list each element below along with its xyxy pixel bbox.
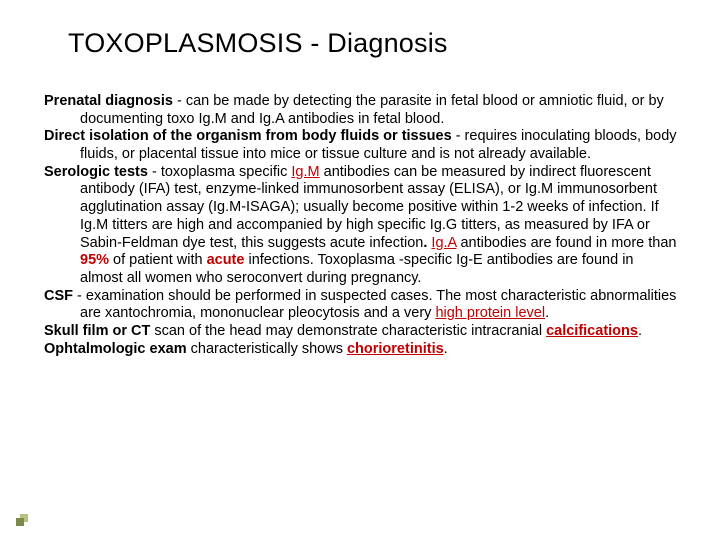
text-skull-dot: . <box>638 323 642 339</box>
slide-body: Prenatal diagnosis - can be made by dete… <box>44 93 680 358</box>
lead-ophtalmologic: Ophtalmologic exam <box>44 341 187 357</box>
footer-bullet-icon <box>16 514 28 526</box>
text-95pct: 95% <box>80 252 109 268</box>
text-calcifications: calcifications <box>546 323 638 339</box>
text-sero-1: - toxoplasma specific <box>148 164 291 180</box>
text-skull-1: scan of the head may demonstrate charact… <box>150 323 546 339</box>
item-prenatal: Prenatal diagnosis - can be made by dete… <box>44 93 680 128</box>
text-sero-3: antibodies are found in more than <box>456 235 676 251</box>
lead-skull: Skull film or CT <box>44 323 150 339</box>
slide-title: TOXOPLASMOSIS - Diagnosis <box>68 28 680 59</box>
lead-csf: CSF <box>44 288 73 304</box>
item-skull: Skull film or CT scan of the head may de… <box>44 323 680 341</box>
text-high-protein: high protein level <box>435 305 545 321</box>
slide: TOXOPLASMOSIS - Diagnosis Prenatal diagn… <box>0 0 720 540</box>
lead-isolation: Direct isolation of the organism from bo… <box>44 128 452 144</box>
lead-serologic: Serologic tests <box>44 164 148 180</box>
item-serologic: Serologic tests - toxoplasma specific Ig… <box>44 164 680 288</box>
item-csf: CSF - examination should be performed in… <box>44 288 680 323</box>
item-ophtalmologic: Ophtalmologic exam characteristically sh… <box>44 341 680 359</box>
item-isolation: Direct isolation of the organism from bo… <box>44 128 680 163</box>
text-csf-1: - examination should be performed in sus… <box>73 288 676 322</box>
text-csf-dot: . <box>545 305 549 321</box>
text-acute: acute <box>207 252 245 268</box>
text-opht-1: characteristically shows <box>187 341 347 357</box>
text-igm: Ig.M <box>291 164 319 180</box>
text-iga: Ig.A <box>431 235 456 251</box>
text-opht-dot: . <box>444 341 448 357</box>
text-chorioretinitis: chorioretinitis <box>347 341 444 357</box>
text-sero-4: of patient with <box>109 252 207 268</box>
lead-prenatal: Prenatal diagnosis <box>44 93 173 109</box>
